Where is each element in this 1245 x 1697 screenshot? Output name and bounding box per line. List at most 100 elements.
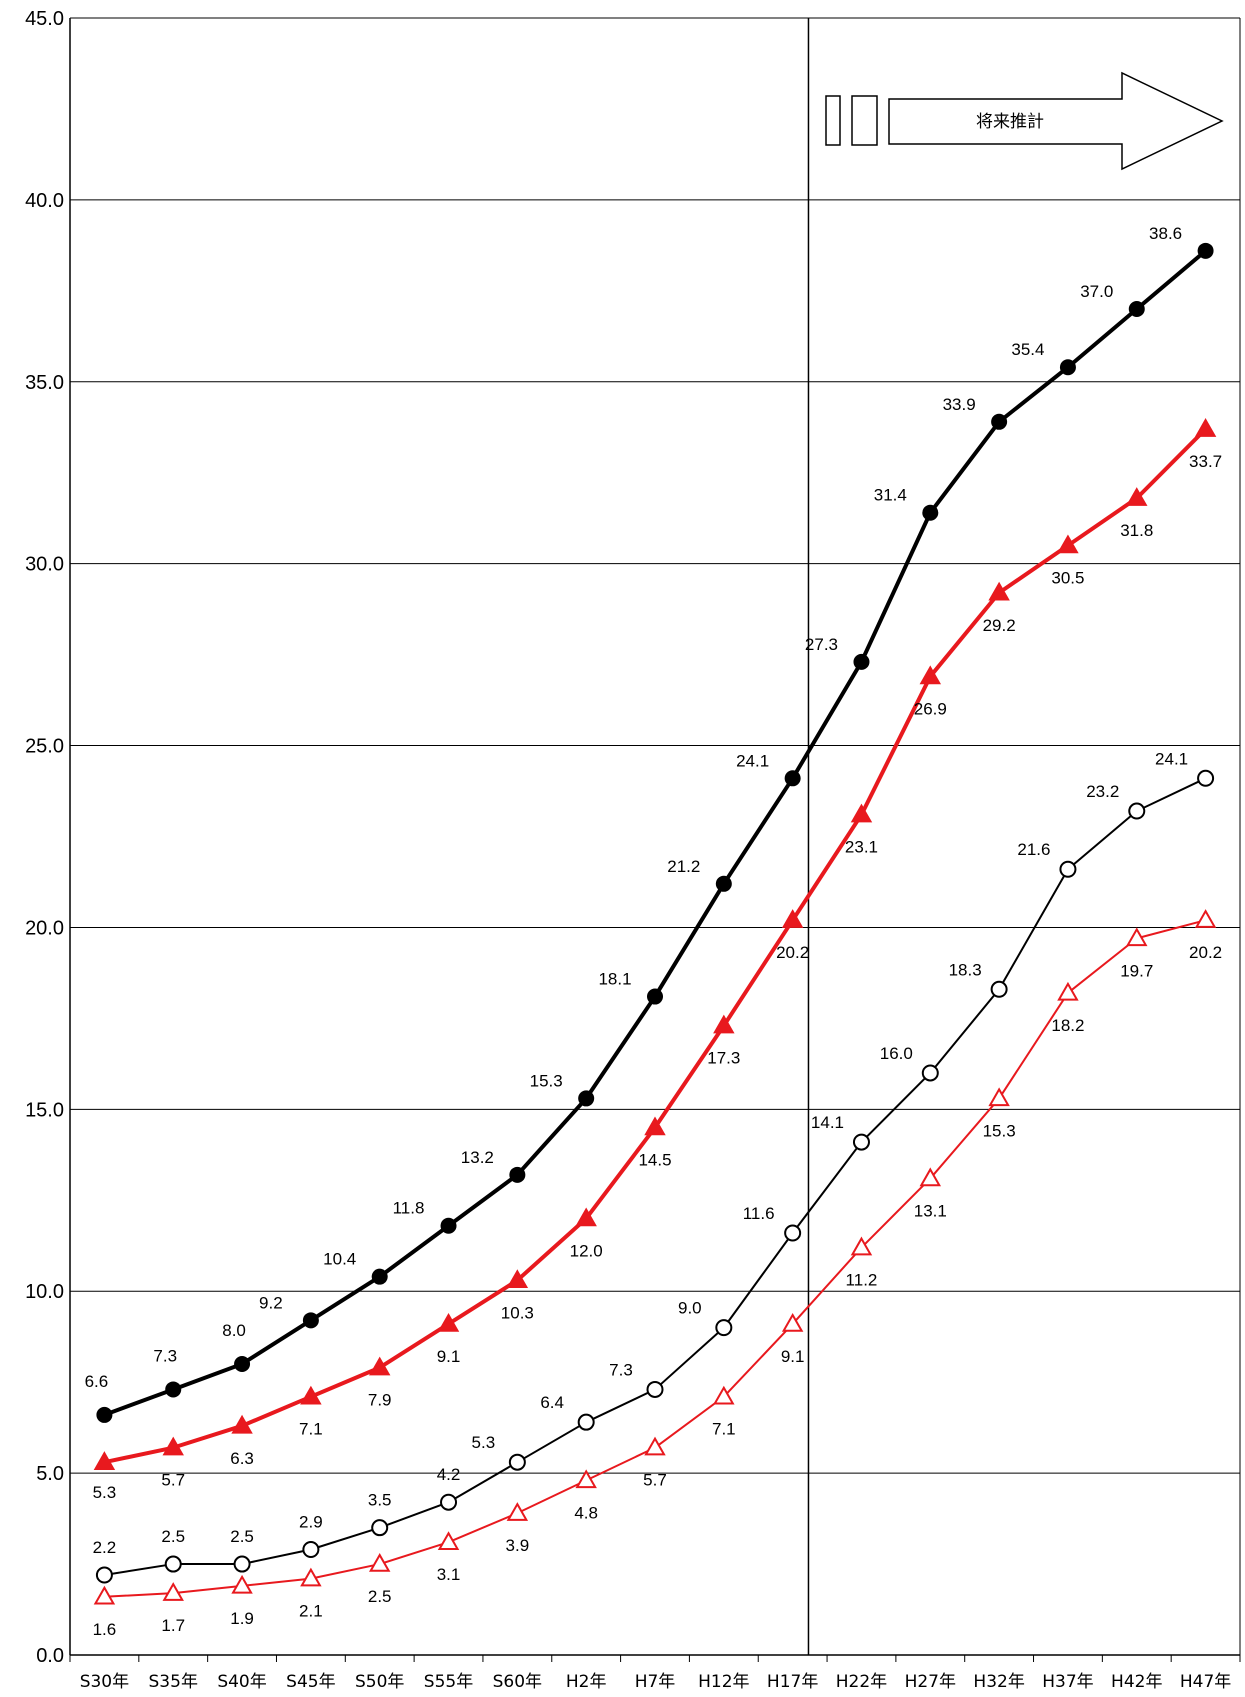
data-label: 1.9 [230, 1609, 254, 1628]
data-point [231, 1414, 253, 1434]
data-label: 6.3 [230, 1449, 254, 1468]
data-point [781, 1312, 804, 1332]
data-point [1057, 981, 1079, 1001]
data-point [784, 1224, 802, 1242]
data-point [93, 1451, 116, 1470]
data-label: 11.8 [393, 1199, 425, 1218]
data-label: 1.6 [93, 1620, 117, 1639]
x-tick-label: H2年 [566, 1672, 607, 1692]
y-tick-label: 45.0 [25, 8, 64, 30]
data-point [713, 1385, 735, 1405]
y-tick-label: 40.0 [25, 190, 64, 212]
data-label: 3.5 [368, 1491, 392, 1510]
data-point [1126, 927, 1148, 947]
data-label: 24.1 [736, 751, 769, 770]
y-tick-label: 5.0 [36, 1463, 64, 1485]
data-label: 3.9 [506, 1536, 530, 1555]
x-tick-label: H12年 [698, 1672, 749, 1692]
data-point [437, 1531, 460, 1550]
data-label: 10.3 [501, 1303, 534, 1322]
data-point [646, 1380, 664, 1398]
x-tick-label: H37年 [1042, 1672, 1093, 1692]
data-point [853, 653, 870, 670]
y-axis-ticks: 0.0 5.0 10.0 15.0 20.0 25.0 30.0 35.0 40.0 45.0 [25, 8, 64, 1667]
data-label: 7.1 [299, 1420, 323, 1439]
data-point [919, 1167, 942, 1187]
data-label: 5.3 [93, 1483, 117, 1502]
data-point [300, 1385, 322, 1405]
data-label: 19.7 [1120, 961, 1153, 980]
data-point [302, 1312, 319, 1329]
data-label: 31.4 [874, 486, 907, 505]
data-point [919, 665, 942, 685]
data-label: 37.0 [1080, 282, 1113, 301]
x-tick-label: H7年 [635, 1672, 676, 1692]
series-line [104, 919, 1206, 1598]
data-labels: 6.6 7.3 8.0 9.2 10.4 11.8 13.2 15.3 18.1 21.2 24.1… [85, 224, 1223, 1639]
data-label: 7.3 [153, 1346, 177, 1365]
data-point [165, 1381, 182, 1398]
data-point [575, 1469, 597, 1489]
data-label: 2.5 [161, 1527, 185, 1546]
y-tick-label: 20.0 [25, 917, 64, 939]
data-point [371, 1519, 389, 1537]
data-point [234, 1355, 251, 1372]
data-label: 9.2 [259, 1293, 283, 1312]
data-label: 2.2 [93, 1538, 117, 1557]
data-point [921, 1064, 939, 1082]
series-line [103, 249, 1207, 1417]
data-label: 7.3 [609, 1360, 633, 1379]
data-label: 18.2 [1051, 1016, 1084, 1035]
data-point [988, 1087, 1010, 1107]
data-label: 7.9 [368, 1391, 392, 1410]
data-label: 11.6 [743, 1204, 775, 1223]
data-label: 9.1 [437, 1347, 461, 1366]
data-point [1197, 242, 1214, 259]
data-label: 9.1 [781, 1347, 805, 1366]
data-point [506, 1269, 529, 1289]
x-tick-label: S30年 [80, 1672, 129, 1692]
data-label: 20.2 [1189, 943, 1222, 962]
data-label: 6.4 [540, 1393, 564, 1412]
data-point [93, 1585, 116, 1605]
data-point [1197, 769, 1215, 787]
data-label: 4.8 [574, 1503, 598, 1522]
data-label: 12.0 [570, 1241, 603, 1260]
data-point [1059, 359, 1076, 376]
data-point [368, 1553, 391, 1572]
data-point [371, 1268, 388, 1285]
data-point [990, 980, 1008, 998]
data-label: 20.2 [776, 943, 809, 962]
data-point [437, 1312, 460, 1332]
x-tick-label: H27年 [905, 1672, 956, 1692]
y-tick-label: 25.0 [25, 736, 64, 758]
gridlines [70, 17, 1240, 1474]
data-label: 5.7 [643, 1471, 667, 1490]
data-label: 18.3 [949, 960, 982, 979]
data-label: 2.1 [299, 1602, 323, 1621]
data-point [578, 1090, 595, 1107]
data-point [781, 909, 804, 928]
data-label: 5.7 [161, 1471, 185, 1490]
data-label: 24.1 [1155, 749, 1188, 768]
data-point [506, 1502, 529, 1521]
data-label: 23.2 [1086, 782, 1119, 801]
data-label: 17.3 [707, 1049, 740, 1068]
x-tick-label: S60年 [493, 1672, 542, 1692]
data-point [164, 1555, 182, 1573]
projection-bar-small [825, 95, 841, 146]
data-label: 38.6 [1149, 224, 1182, 243]
data-label: 8.0 [222, 1321, 246, 1340]
data-point [368, 1356, 391, 1376]
x-tick-label: H32年 [973, 1672, 1024, 1692]
x-tick-label: S50年 [355, 1672, 404, 1692]
data-label: 21.6 [1017, 840, 1050, 859]
series-layer [93, 242, 1217, 1605]
x-axis-ticks: S30年 S35年 S40年 S45年 S50年 S55年 S60年 H2年 H7年 H12年 H1… [69, 1655, 1241, 1692]
data-point [233, 1555, 251, 1573]
data-label: 14.1 [811, 1113, 844, 1132]
y-tick-label: 35.0 [25, 372, 64, 394]
data-point [715, 875, 732, 892]
x-tick-label: S45年 [286, 1672, 335, 1692]
data-point [95, 1566, 113, 1584]
